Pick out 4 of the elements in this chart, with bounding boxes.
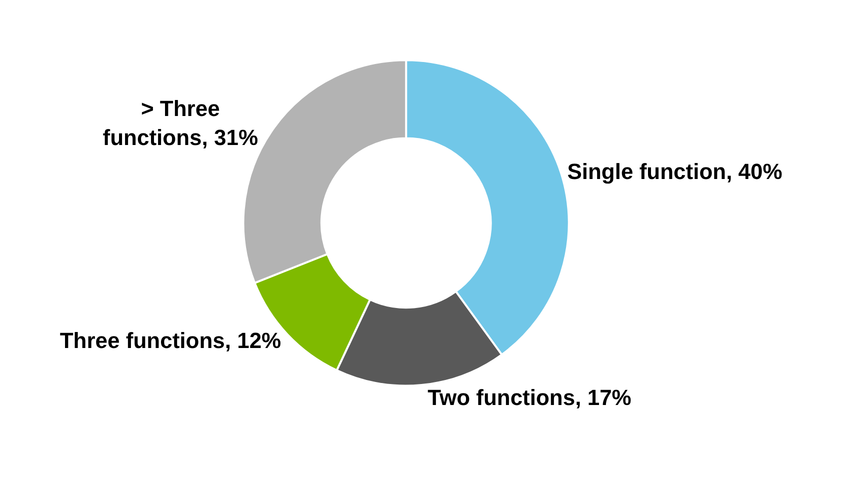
slice-label: > Three functions, 31%	[102, 96, 258, 150]
slice-label: Two functions, 17%	[428, 384, 632, 410]
slice-label: Single function, 40%	[567, 158, 782, 184]
slice-label: Three functions, 12%	[60, 328, 282, 353]
